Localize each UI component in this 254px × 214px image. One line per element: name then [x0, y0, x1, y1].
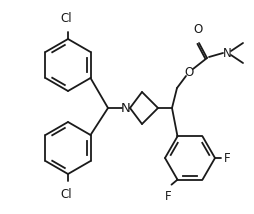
Text: O: O	[193, 23, 202, 36]
Text: Cl: Cl	[60, 12, 72, 25]
Text: F: F	[223, 152, 230, 165]
Text: N: N	[222, 46, 230, 59]
Text: O: O	[184, 65, 193, 79]
Text: N: N	[121, 101, 130, 114]
Text: F: F	[165, 190, 171, 203]
Text: Cl: Cl	[60, 188, 72, 201]
